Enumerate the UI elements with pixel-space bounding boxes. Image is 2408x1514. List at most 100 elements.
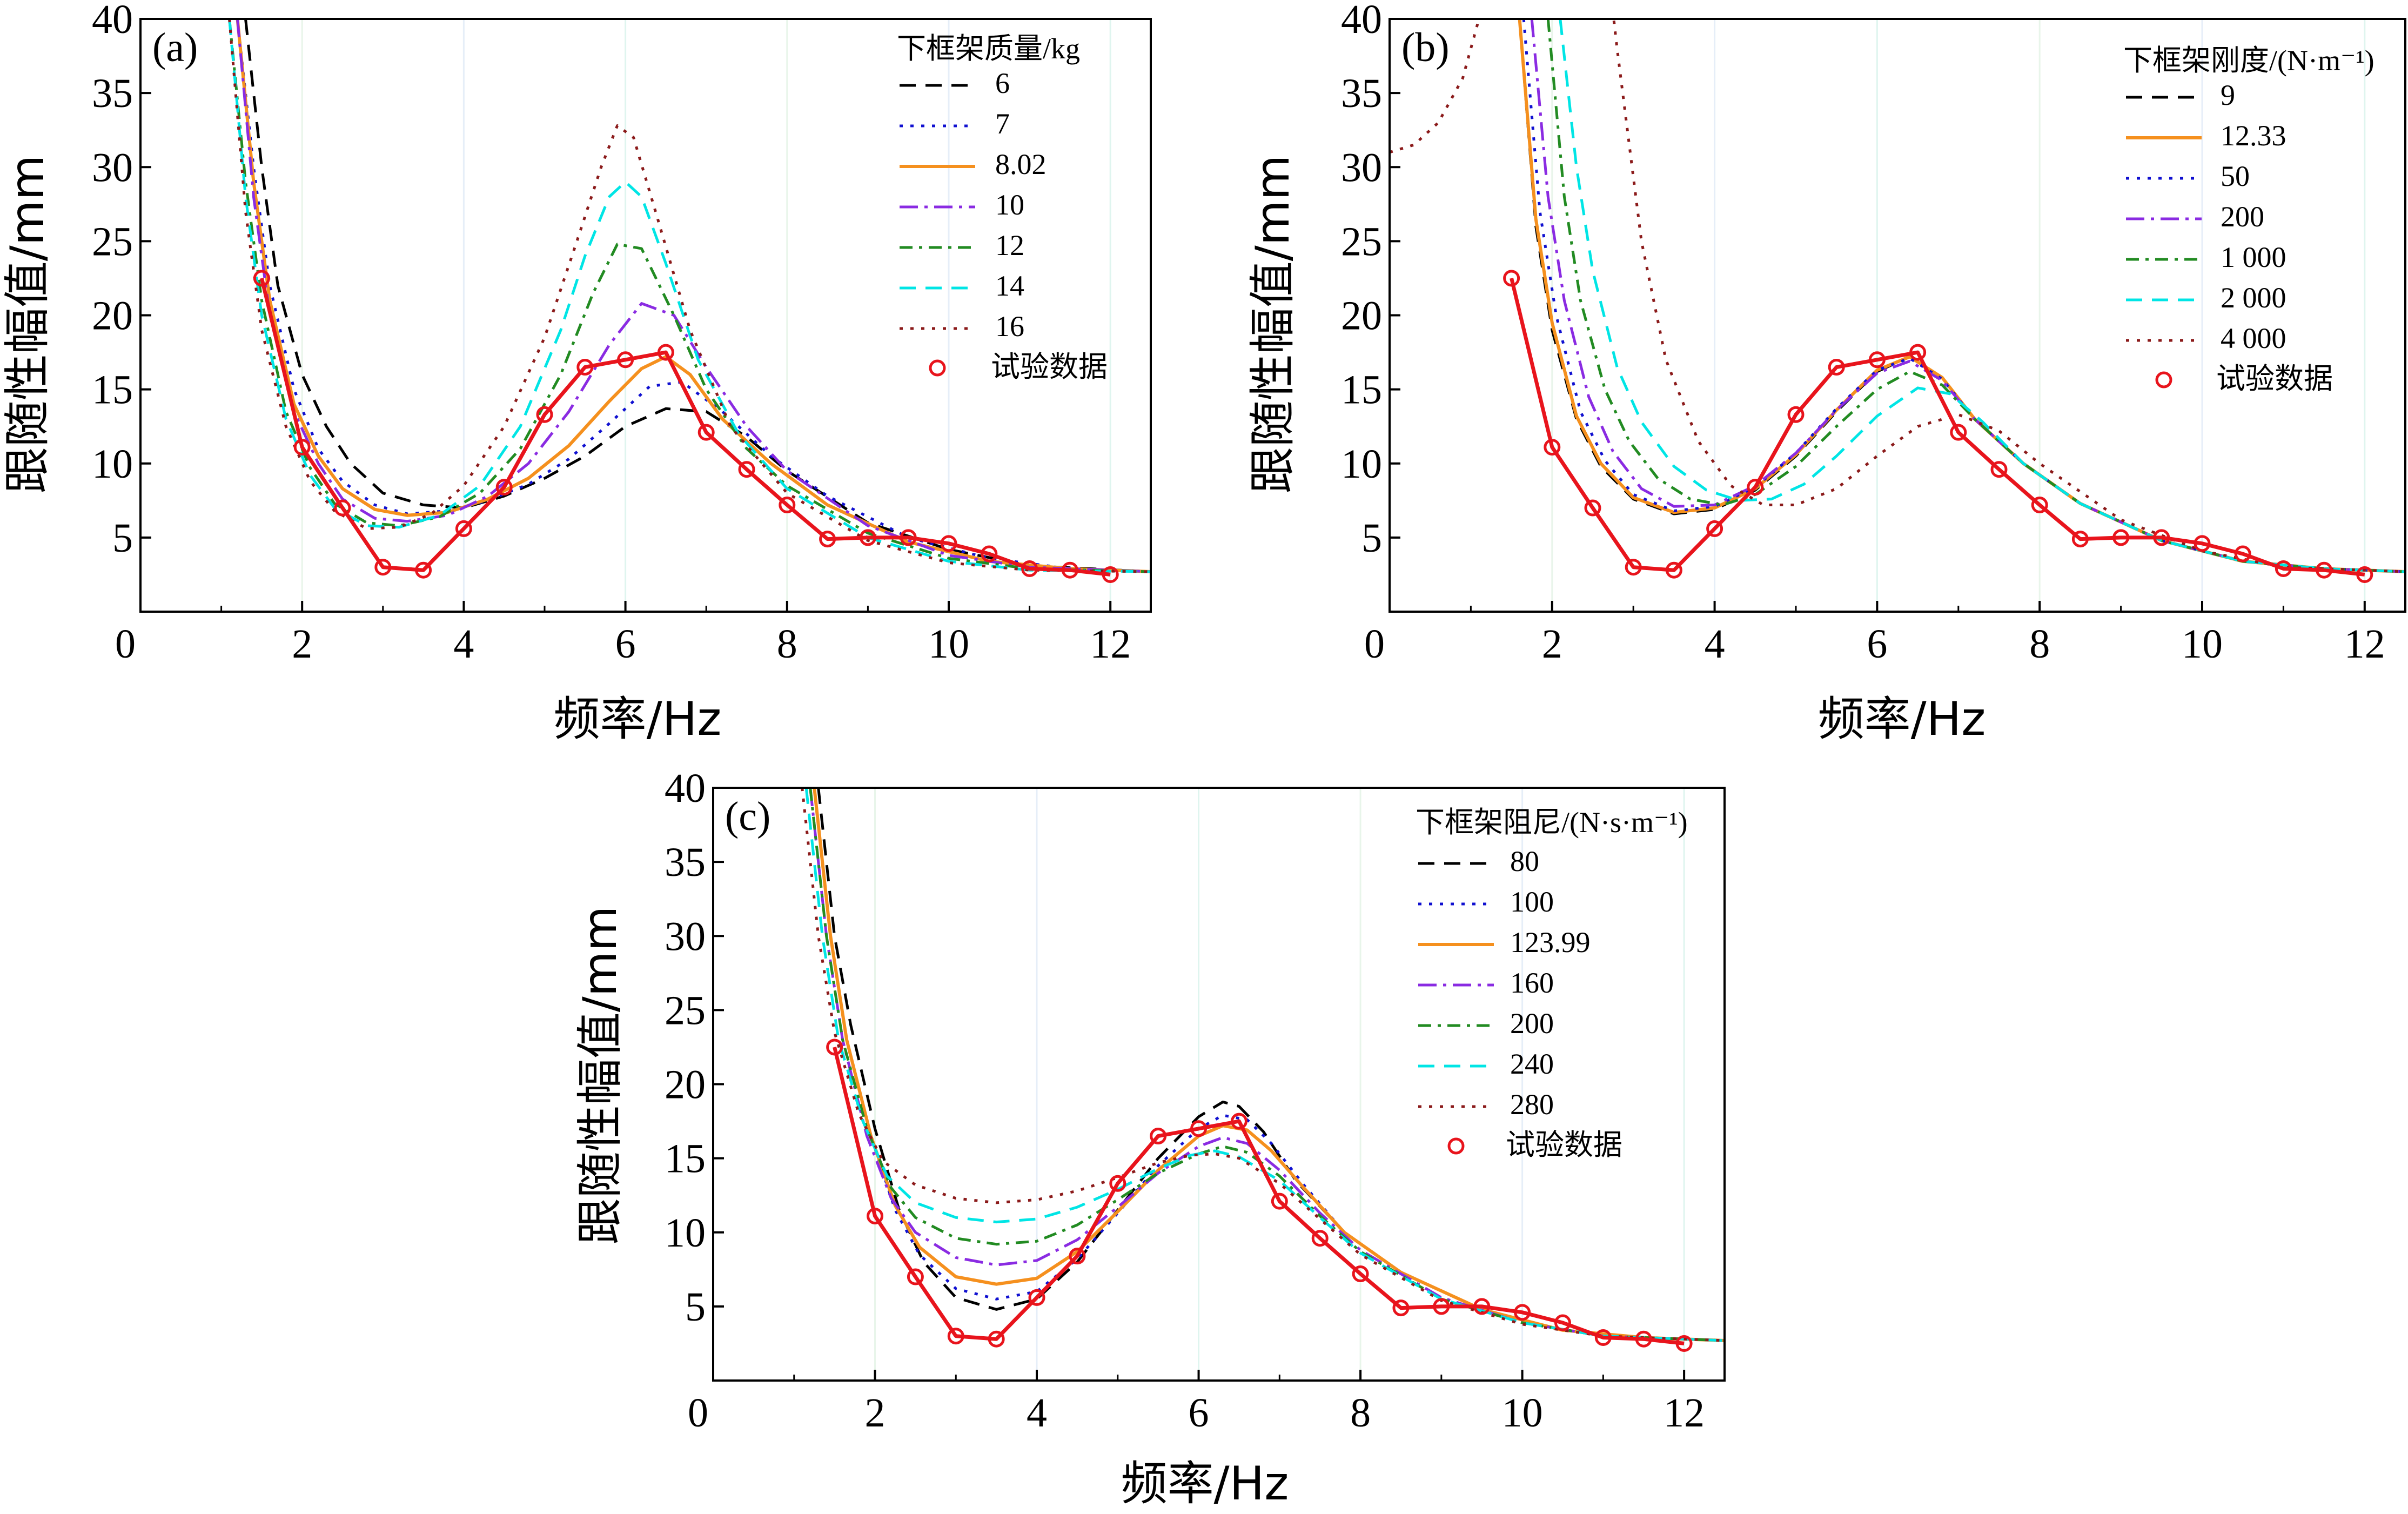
experiment-point [1868,351,1886,369]
experiment-point [1706,520,1723,537]
series-group [1390,19,2405,577]
experiment-point [1352,1265,1369,1283]
legend-label: 200 [2221,200,2264,233]
experiment-point [1625,559,1642,576]
x-tick-label: 4 [1705,621,1725,667]
legend-label: 8.02 [995,148,1047,180]
experiment-point [1594,1329,1612,1346]
experiment-point [536,406,553,423]
x-tick-label: 12 [1664,1390,1705,1436]
experiment-line [1510,278,2365,577]
legend-marker [2155,371,2172,388]
experiment-point [1665,561,1682,579]
legend-title: 下框架阻尼/(N·s·m⁻¹) [1416,806,1688,839]
experiment-point [1109,1175,1126,1192]
legend-title: 下框架刚度/(N·m⁻¹) [2123,44,2375,77]
experiment-point [867,1208,884,1225]
experiment-point [1675,1335,1693,1352]
experiment-point [495,479,513,496]
series-line-10 [236,19,1151,573]
panel-b: 0 2 4 6 8 10 12 5 10 15 20 25 30 35 40 (b) 频率/Hz 跟随性幅值/mm… [1246,0,2406,746]
x-tick-label: 2 [292,621,312,667]
legend-label: 100 [1510,886,1554,918]
experiment-point [940,535,957,552]
x-tick-label: 6 [1189,1390,1209,1436]
series-line-160 [809,788,1725,1342]
legend-marker [1447,1137,1465,1155]
experiment-point [576,358,594,376]
experiment-line [833,1047,1685,1345]
y-tick-label: 30 [665,914,706,959]
experiment-point [859,529,876,546]
x-tick-label: 10 [2182,621,2223,667]
x-tick-label: 4 [1027,1390,1047,1436]
experiment-point [1102,566,1119,583]
experiment-point [1990,461,2008,478]
experiment-point [1150,1127,1167,1144]
legend-label: 160 [1510,967,1554,999]
experiment-point [2071,531,2089,548]
experiment-point [947,1328,964,1345]
y-tick-label: 25 [1341,219,1382,264]
panel-label: (a) [152,25,198,70]
experiment-point [1635,1330,1652,1348]
y-tick-label: 25 [665,988,706,1033]
legend-label: 6 [995,67,1010,99]
series-line-14 [228,19,1151,573]
legend-label: 123.99 [1510,926,1591,959]
y-tick-label: 30 [1341,145,1382,190]
x-axis-title: 频率/Hz [1121,1457,1289,1511]
y-tick-label: 20 [92,293,133,339]
experiment-point [697,424,715,441]
y-tick-label: 40 [1341,0,1382,42]
experiment-point [253,270,270,287]
y-tick-label: 35 [92,71,133,116]
y-axis-title: 跟随性幅值/mm [1,155,55,494]
y-tick-label: 25 [92,219,133,264]
series-line-6 [244,19,1151,573]
legend-label: 16 [995,310,1024,343]
series-line-100 [813,788,1725,1342]
experiment-point [1061,561,1078,579]
experiment-point [293,439,311,456]
experiment-point [1230,1113,1247,1130]
experiment-point [981,545,998,562]
x-tick-label: 10 [928,621,969,667]
x-axis-title: 频率/Hz [554,692,722,746]
experiment-point [1392,1299,1410,1317]
panel-c: 0 2 4 6 8 10 12 5 10 15 20 25 30 35 40 (c) 频率/Hz 跟随性幅值/mm… [573,766,1726,1511]
experiment-point [900,529,917,546]
legend-label: 80 [1510,845,1539,877]
x-tick-label: 8 [777,621,797,667]
series-group [228,19,1151,577]
legend-label: 试验数据 [2216,361,2333,396]
x-axis-title: 频率/Hz [1818,692,1986,746]
legend-label: 10 [995,189,1024,221]
legend: 下框架刚度/(N·m⁻¹)9 12.33 50 200 1 000 2 000 4 000 试… [2123,44,2375,396]
experiment-point [1747,479,1764,496]
experiment-point [2194,535,2211,552]
experiment-point [455,520,472,537]
x-tick-label: 12 [2344,621,2385,667]
experiment-point [1503,270,1520,287]
legend-label: 9 [2221,79,2235,111]
series-line-2000 [1559,19,2405,573]
x-tick-label: 0 [1364,621,1385,667]
experiment-point [826,1039,843,1056]
experiment-point [1544,439,1561,456]
legend-label: 试验数据 [1506,1128,1622,1162]
experiment-point [657,344,674,361]
series-line-123.99 [813,788,1725,1342]
y-tick-label: 5 [685,1284,706,1330]
x-tick-label: 12 [1090,621,1131,667]
y-tick-label: 35 [1341,71,1382,116]
x-tick-label: 2 [865,1390,886,1436]
y-axis-title: 跟随性幅值/mm [1246,155,1300,494]
experiment-point [1473,1298,1491,1315]
legend: 下框架阻尼/(N·s·m⁻¹) 80 100 123.99 160 200 240 280 试验… [1416,806,1688,1162]
panel-label: (b) [1401,25,1450,70]
legend-label: 14 [995,270,1024,302]
experiment-point [374,559,392,576]
experiment-point [1909,344,1927,361]
